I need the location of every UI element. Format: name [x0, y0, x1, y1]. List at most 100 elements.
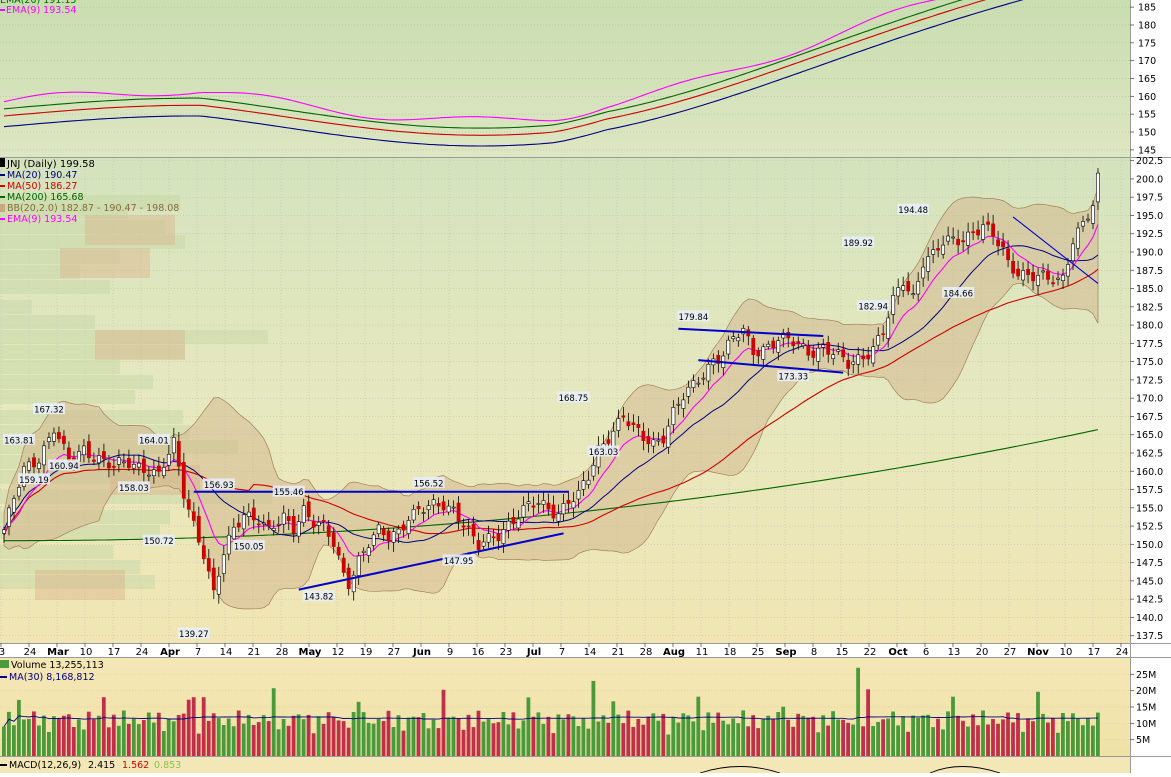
candle-body: [371, 534, 376, 546]
candle-body: [616, 418, 621, 431]
candle-body: [206, 558, 211, 572]
volume-bar: [731, 718, 736, 756]
candle-body: [1066, 264, 1070, 277]
volume-bar: [226, 718, 231, 756]
volume-bar: [981, 710, 985, 756]
price-tick-label: 167.5: [1136, 412, 1163, 423]
date-tick-label: Apr: [160, 647, 180, 658]
candle-body: [52, 432, 56, 442]
candle-body: [301, 505, 306, 523]
candle-body: [271, 528, 276, 531]
top-tick-label: 170: [1138, 56, 1156, 67]
candle-body: [536, 503, 541, 505]
candle-body: [281, 512, 286, 525]
trendline-channel-top: [678, 327, 824, 338]
volume-bar: [71, 727, 76, 756]
vbp-bar-sell: [85, 215, 175, 245]
candle-body: [986, 221, 991, 225]
price-tick-label: 200.0: [1136, 174, 1163, 185]
volume-bar: [221, 725, 226, 756]
volume-bar: [881, 719, 885, 756]
date-tick-label: Oct: [888, 647, 907, 658]
candle-body: [456, 502, 461, 523]
price-tick-label: 162.5: [1136, 448, 1163, 459]
volume-bar: [1046, 722, 1050, 756]
volume-bar: [1086, 718, 1090, 756]
volume-bar: [991, 719, 995, 756]
candle-body: [291, 515, 296, 534]
candle-body: [1041, 270, 1046, 273]
candle-body: [706, 363, 711, 382]
volume-bar: [1051, 718, 1055, 756]
volume-bar: [966, 726, 970, 756]
vbp-bar: [0, 330, 268, 344]
volume-bar: [17, 699, 21, 756]
volume-bar: [286, 725, 291, 756]
volume-bar: [566, 714, 571, 756]
volume-bar: [616, 714, 621, 756]
annotation-label: 147.95: [444, 557, 474, 567]
volume-bar: [531, 716, 536, 756]
candle-body: [391, 531, 396, 543]
candle-body: [336, 546, 341, 556]
volume-bar: [61, 715, 66, 756]
volume-bar: [906, 731, 910, 756]
volume-bar: [896, 725, 900, 756]
volume-bar: [766, 715, 771, 756]
volume-bar: [651, 713, 656, 756]
ma50-line: [3, 268, 1099, 536]
candle-body: [1076, 227, 1080, 249]
volume-bar: [586, 728, 591, 756]
date-tick-label: 7: [195, 647, 201, 658]
date-tick-label: 6: [923, 647, 929, 658]
candle-body: [92, 459, 96, 462]
volume-bar: [86, 711, 91, 756]
candle-body: [1016, 268, 1021, 277]
volume-bar: [856, 667, 860, 756]
annotation-box: [47, 459, 80, 471]
vbp-bar-sell: [35, 570, 125, 600]
volume-bar: [52, 716, 56, 756]
candle-body: [42, 445, 46, 466]
volume-bar: [47, 732, 51, 756]
macd-legend: MACD(12,26,9) 2.415 1.562 0.853: [0, 760, 181, 771]
annotation-label: 156.93: [204, 481, 234, 491]
candle-body: [107, 462, 111, 469]
price-tick-label: 150.0: [1136, 540, 1163, 551]
candle-body: [2, 529, 6, 534]
date-tick-label: 24: [1116, 647, 1129, 658]
candle-body: [316, 521, 321, 526]
candle-body: [876, 335, 881, 346]
date-tick-label: 21: [612, 647, 625, 658]
legend-volume: Volume 13,255,113: [11, 660, 104, 671]
price-tick-label: 155.0: [1136, 503, 1163, 514]
annotation-box: [32, 403, 65, 415]
volume-bar: [601, 715, 606, 756]
top-ma-red-line: [3, 0, 987, 136]
legend-ema9: EMA(9) 193.54: [7, 214, 77, 225]
candle-body: [801, 343, 806, 346]
macd-panel-bg: [0, 756, 1130, 773]
candle-body: [351, 574, 356, 593]
volume-bar: [131, 718, 136, 756]
volume-bar: [516, 728, 521, 756]
legend-macd-signal: 1.562: [122, 760, 149, 771]
volume-bar: [181, 713, 186, 756]
candle-body: [1011, 260, 1016, 274]
candle-body: [511, 516, 516, 525]
price-tick-label: 145.0: [1136, 576, 1163, 587]
volume-bar: [1096, 712, 1100, 756]
annotation-box: [857, 300, 890, 312]
vbp-bar: [0, 560, 140, 574]
volume-bar: [721, 720, 726, 756]
volume-bar: [56, 717, 61, 756]
candle-body: [551, 504, 556, 519]
volume-bar: [381, 721, 386, 756]
candle-body: [331, 532, 336, 547]
candle-body: [431, 499, 436, 506]
volume-bar: [271, 688, 276, 756]
candle-body: [951, 236, 956, 239]
candle-body: [901, 285, 906, 291]
candle-body: [731, 336, 736, 340]
